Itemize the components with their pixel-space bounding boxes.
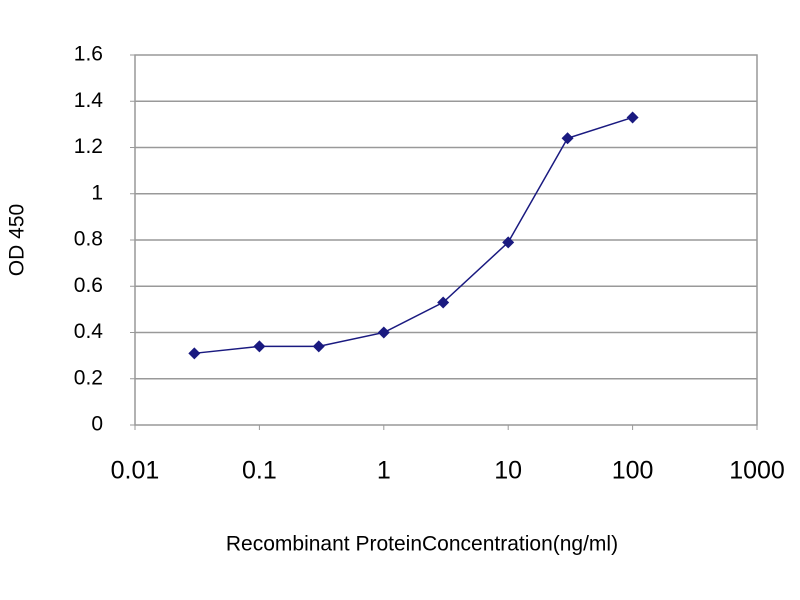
y-axis-title: OD 450 [6, 204, 29, 276]
x-tick-label: 1000 [729, 457, 785, 485]
data-point [502, 236, 515, 249]
x-axis-title: Recombinant ProteinConcentration(ng/ml) [226, 533, 618, 556]
data-point [377, 326, 390, 339]
y-tick-label: 0.6 [74, 274, 103, 297]
series-line [194, 116, 633, 355]
y-tick-label: 0.4 [74, 320, 104, 343]
x-tick-label: 100 [612, 457, 654, 485]
y-tick-label: 0.8 [74, 228, 103, 251]
y-tick-label: 0 [91, 413, 103, 436]
data-point [253, 340, 266, 353]
y-tick-label: 0.2 [74, 366, 103, 389]
x-tick-label: 0.01 [111, 457, 160, 485]
data-point [312, 340, 325, 353]
x-tick-label: 0.1 [242, 457, 277, 485]
y-tick-label: 1.4 [74, 89, 104, 112]
y-tick-label: 1.2 [74, 135, 103, 158]
data-point [188, 347, 201, 360]
x-tick-label: 10 [494, 457, 522, 485]
x-tick-label: 1 [377, 457, 391, 485]
data-point [561, 132, 574, 145]
data-point [437, 296, 450, 309]
data-point [626, 111, 639, 124]
y-tick-label: 1 [91, 181, 103, 204]
y-tick-label: 1.6 [74, 43, 103, 66]
